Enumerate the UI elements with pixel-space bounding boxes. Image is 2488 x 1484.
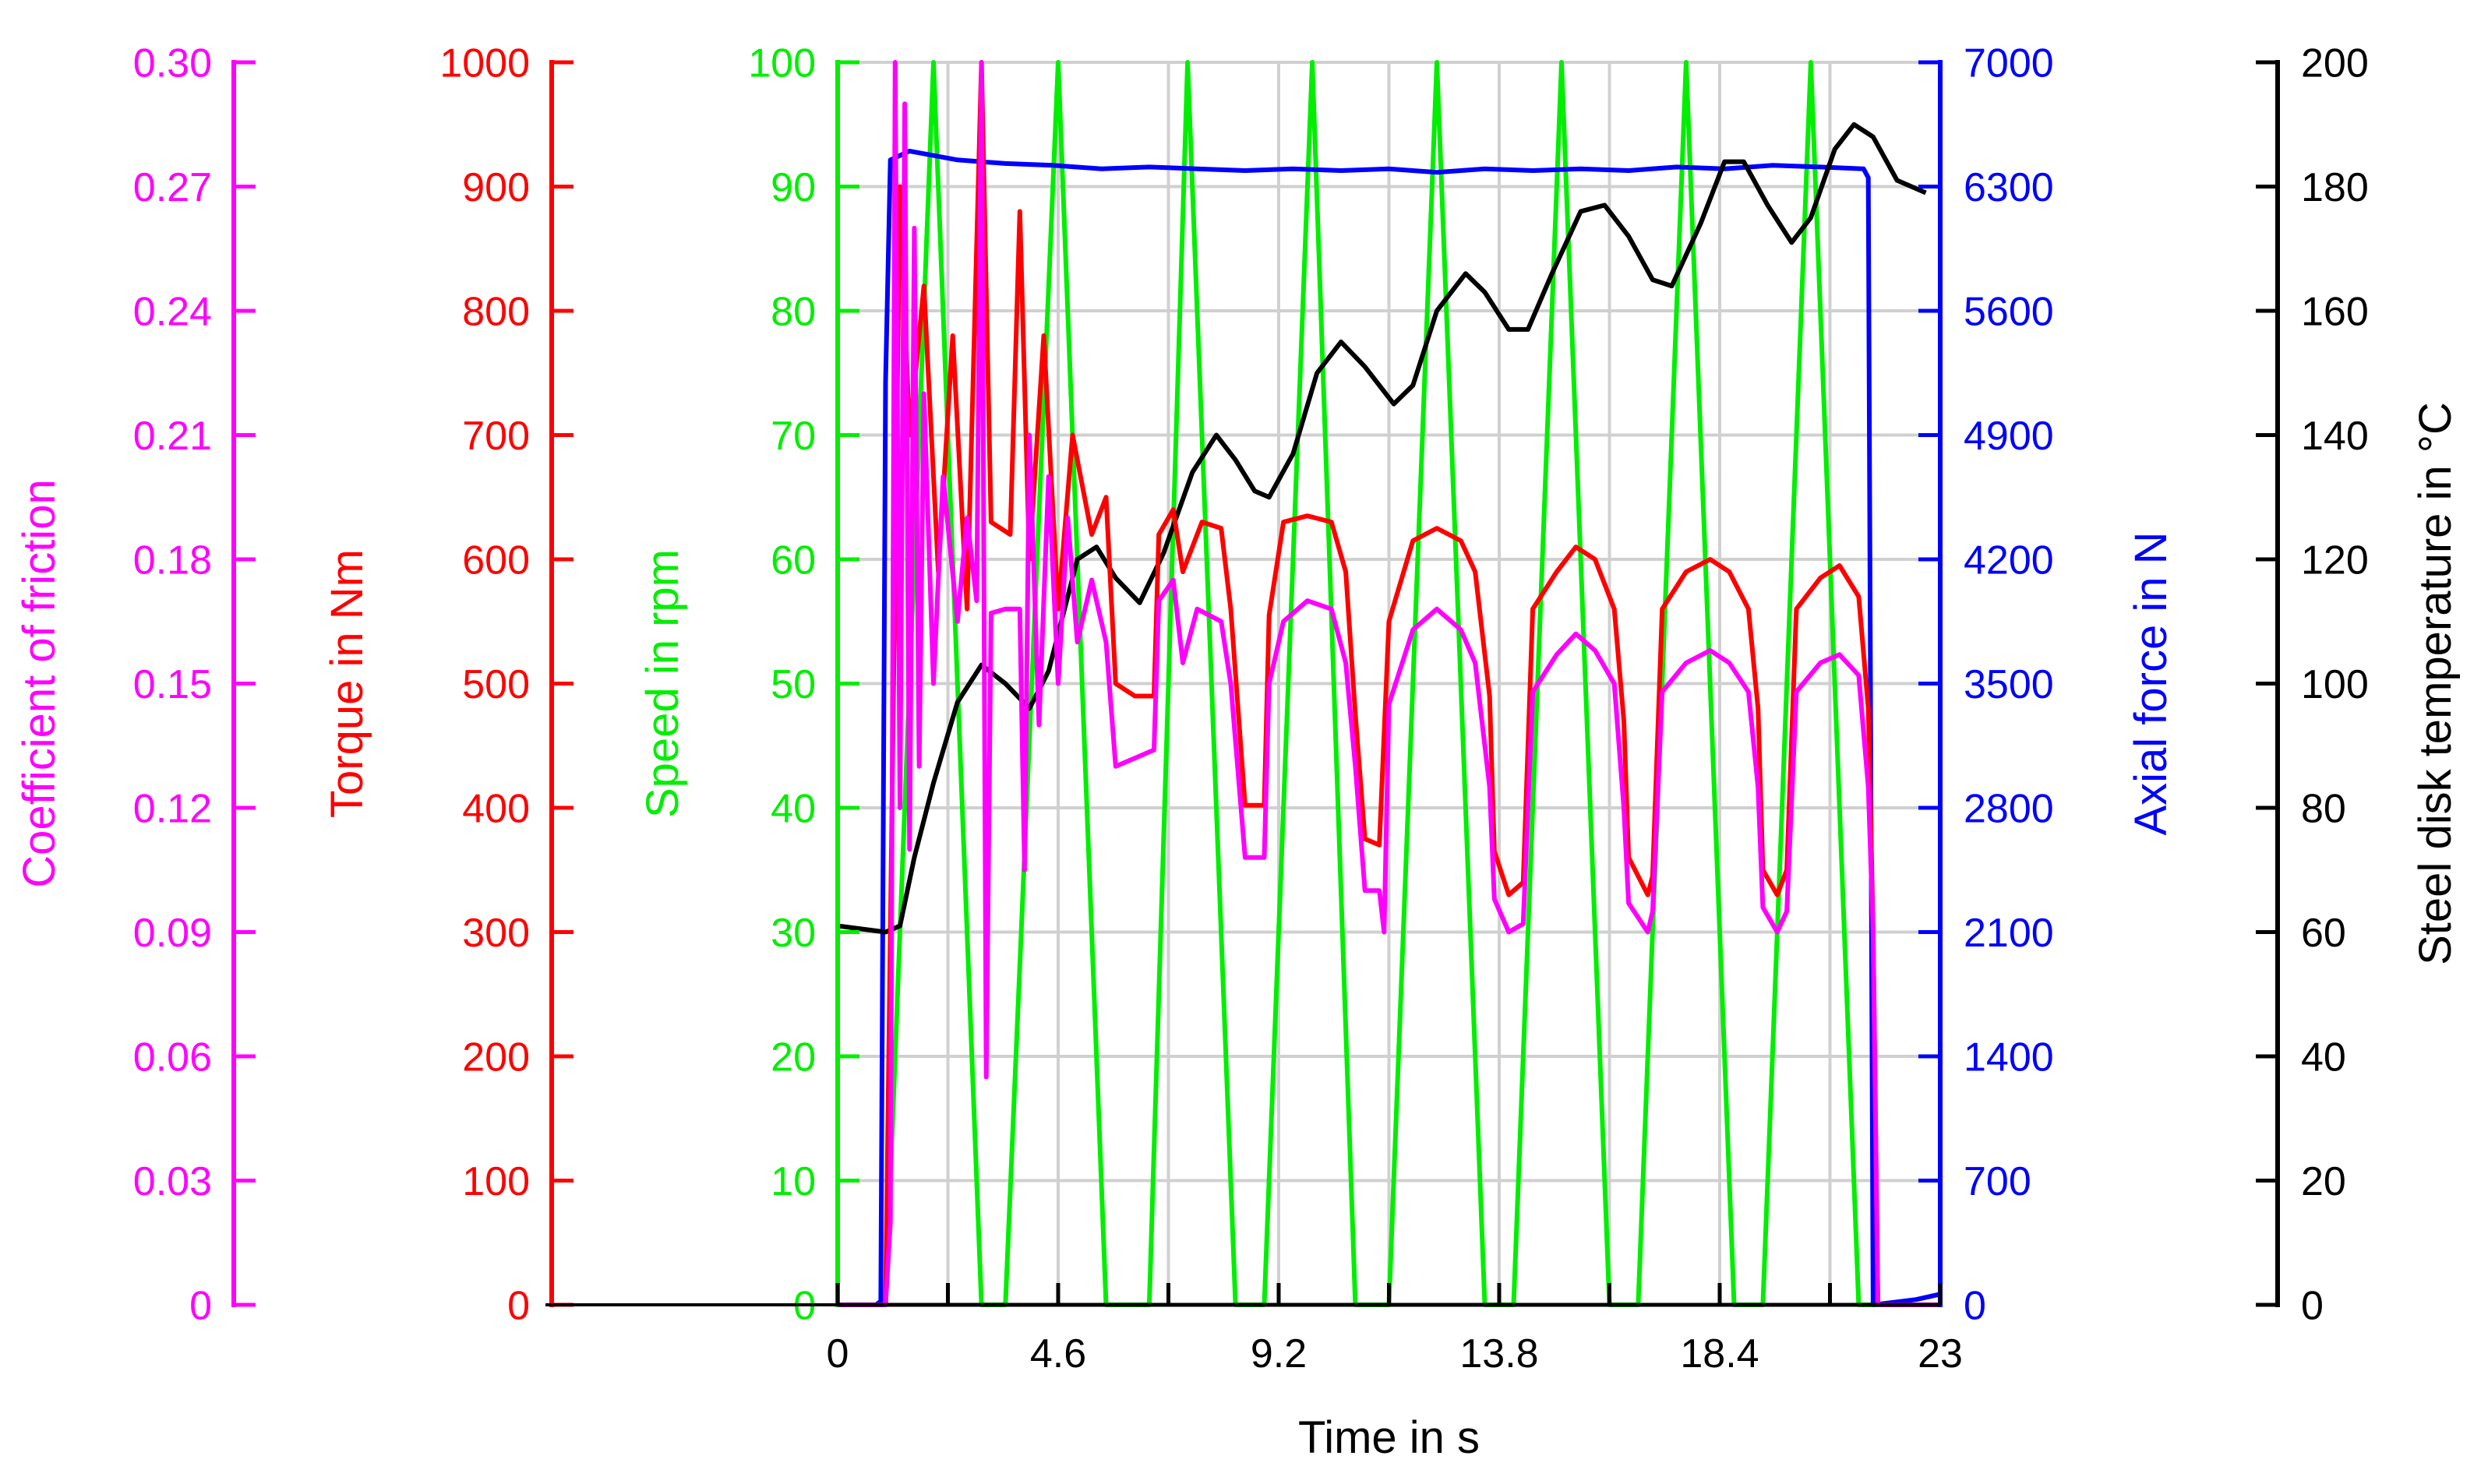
tick-label-friction: 0.09 bbox=[133, 911, 212, 956]
tick-label-torque: 100 bbox=[462, 1159, 530, 1204]
tick-label-axial: 6300 bbox=[1964, 165, 2054, 210]
tick-label-axial: 7000 bbox=[1964, 41, 2054, 86]
tick-label-torque: 400 bbox=[462, 787, 530, 832]
tick-label-torque: 700 bbox=[462, 414, 530, 459]
axis-label-torque: Torque in Nm bbox=[322, 549, 372, 818]
tick-label-torque: 500 bbox=[462, 662, 530, 707]
tick-label-temp: 0 bbox=[2301, 1284, 2324, 1329]
x-tick-label: 4.6 bbox=[1030, 1331, 1086, 1376]
x-axis: 0 4.6 9.2 13.8 18.4 23 Time in s bbox=[545, 1283, 1963, 1463]
y-axis-friction: 0 0.03 0.06 0.09 0.12 0.15 0.18 0.21 0.24 0.27 0.3… bbox=[14, 41, 256, 1329]
axis-label-friction: Coefficient of friction bbox=[14, 479, 65, 887]
tick-label-speed: 90 bbox=[771, 165, 816, 210]
tick-label-friction: 0.06 bbox=[133, 1035, 212, 1080]
tick-label-axial: 3500 bbox=[1964, 662, 2054, 707]
axis-label-temp: Steel disk temperature in °C bbox=[2410, 402, 2461, 965]
tick-label-torque: 200 bbox=[462, 1035, 530, 1080]
x-axis-label: Time in s bbox=[1298, 1412, 1480, 1463]
x-tick-label: 9.2 bbox=[1251, 1331, 1307, 1376]
tick-label-temp: 160 bbox=[2301, 290, 2369, 335]
tick-label-axial: 4900 bbox=[1964, 414, 2054, 459]
tick-label-temp: 100 bbox=[2301, 662, 2369, 707]
tick-label-axial: 2800 bbox=[1964, 787, 2054, 832]
tick-label-axial: 4200 bbox=[1964, 538, 2054, 583]
tick-label-axial: 0 bbox=[1964, 1284, 1986, 1329]
tick-label-temp: 180 bbox=[2301, 165, 2369, 210]
tick-label-temp: 60 bbox=[2301, 911, 2346, 956]
tick-label-temp: 120 bbox=[2301, 538, 2369, 583]
tick-label-axial: 1400 bbox=[1964, 1035, 2054, 1080]
tick-label-friction: 0.18 bbox=[133, 538, 212, 583]
tick-label-torque: 900 bbox=[462, 165, 530, 210]
series-layer bbox=[837, 60, 1941, 1307]
tick-label-speed: 20 bbox=[771, 1035, 816, 1080]
tick-label-temp: 40 bbox=[2301, 1035, 2346, 1080]
tick-label-temp: 20 bbox=[2301, 1159, 2346, 1204]
axis-label-speed: Speed in rpm bbox=[637, 549, 688, 818]
tick-label-speed: 30 bbox=[771, 911, 816, 956]
y-axis-speed: 0102030405060708090100Speed in rpm bbox=[637, 41, 859, 1329]
tick-label-temp: 200 bbox=[2301, 41, 2369, 86]
x-tick-label: 23 bbox=[1918, 1331, 1963, 1376]
y-axis-axial: 0 700 1400 2100 2800 3500 4200 4900 5600 6300 7000… bbox=[1918, 41, 2176, 1329]
x-tick-label: 0 bbox=[827, 1331, 849, 1376]
tick-label-temp: 140 bbox=[2301, 414, 2369, 459]
tick-label-friction: 0.21 bbox=[133, 414, 212, 459]
tick-label-speed: 80 bbox=[771, 290, 816, 335]
y-axis-temp: 0 20 40 60 80 100 120 140 160 180 200 Steel disk te… bbox=[2256, 41, 2461, 1329]
tick-label-friction: 0.12 bbox=[133, 787, 212, 832]
tick-label-speed: 70 bbox=[771, 414, 816, 459]
tick-label-torque: 300 bbox=[462, 911, 530, 956]
tick-label-speed: 50 bbox=[771, 662, 816, 707]
y-axis-torque: 0 100 200 300 400 500 600 700 800 900 1000 Torque i… bbox=[322, 41, 573, 1329]
tick-label-speed: 100 bbox=[748, 41, 816, 86]
tick-label-temp: 80 bbox=[2301, 787, 2346, 832]
x-tick-label: 13.8 bbox=[1459, 1331, 1538, 1376]
series-line-coefficient-of-friction bbox=[838, 60, 1940, 1307]
tick-label-torque: 800 bbox=[462, 290, 530, 335]
tick-label-friction: 0 bbox=[189, 1284, 212, 1329]
tick-label-friction: 0.15 bbox=[133, 662, 212, 707]
tick-label-torque: 1000 bbox=[439, 41, 530, 86]
x-tick-label: 18.4 bbox=[1680, 1331, 1759, 1376]
tick-label-axial: 2100 bbox=[1964, 911, 2054, 956]
tick-label-axial: 5600 bbox=[1964, 290, 2054, 335]
axes-layer: 0 0.03 0.06 0.09 0.12 0.15 0.18 0.21 0.24 0.27 0.3… bbox=[14, 41, 2461, 1329]
axis-label-axial: Axial force in N bbox=[2126, 531, 2176, 835]
tick-label-friction: 0.24 bbox=[133, 290, 212, 335]
tick-label-torque: 0 bbox=[507, 1284, 530, 1329]
tick-label-speed: 10 bbox=[771, 1159, 816, 1204]
tick-label-friction: 0.03 bbox=[133, 1159, 212, 1204]
tick-label-speed: 40 bbox=[771, 787, 816, 832]
grid bbox=[838, 61, 1940, 1305]
tick-label-friction: 0.27 bbox=[133, 165, 212, 210]
tick-label-torque: 600 bbox=[462, 538, 530, 583]
tick-label-axial: 700 bbox=[1964, 1159, 2031, 1204]
tick-label-speed: 60 bbox=[771, 538, 816, 583]
tick-label-friction: 0.30 bbox=[133, 41, 212, 86]
